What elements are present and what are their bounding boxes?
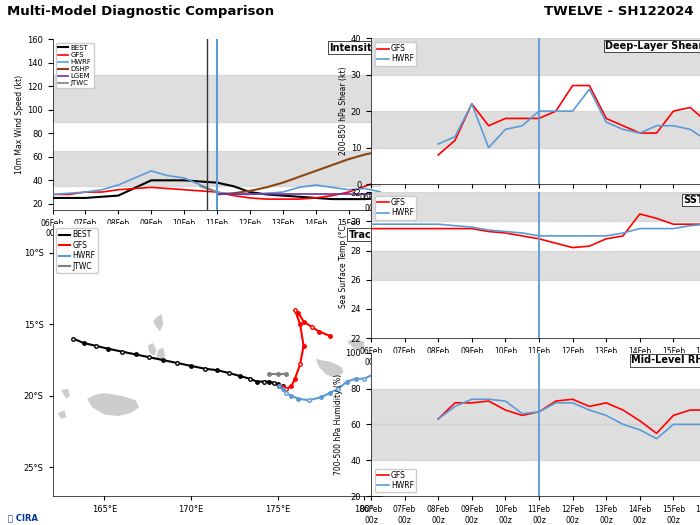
Text: Deep-Layer Shear: Deep-Layer Shear [606,41,700,51]
Y-axis label: 200-850 hPa Shear (kt): 200-850 hPa Shear (kt) [339,67,348,155]
Y-axis label: 10m Max Wind Speed (kt): 10m Max Wind Speed (kt) [15,75,24,174]
Text: SST: SST [683,195,700,205]
Polygon shape [347,339,364,350]
Polygon shape [153,314,163,331]
Text: Ⓜ CIRA: Ⓜ CIRA [8,513,38,522]
Polygon shape [316,359,344,377]
Bar [52,75,382,122]
Y-axis label: Sea Surface Temp (°C): Sea Surface Temp (°C) [339,222,348,308]
Text: Mid-Level RH: Mid-Level RH [631,355,700,365]
Legend: BEST, GFS, HWRF, JTWC: BEST, GFS, HWRF, JTWC [56,228,98,273]
Polygon shape [156,347,165,362]
Legend: GFS, HWRF: GFS, HWRF [374,42,416,66]
Bar [371,250,700,280]
Legend: GFS, HWRF: GFS, HWRF [374,196,416,219]
Bar [371,38,700,75]
Bar [52,151,382,186]
Text: Multi-Model Diagnostic Comparison: Multi-Model Diagnostic Comparison [7,5,274,18]
Bar [371,388,700,424]
Bar [371,192,700,221]
Polygon shape [57,410,66,419]
Text: TWELVE - SH122024: TWELVE - SH122024 [543,5,693,18]
Text: Track: Track [349,229,378,239]
Bar [371,424,700,460]
Legend: BEST, GFS, HWRF, DSHP, LGEM, JTWC: BEST, GFS, HWRF, DSHP, LGEM, JTWC [56,43,94,88]
Legend: GFS, HWRF: GFS, HWRF [374,469,416,492]
Polygon shape [87,393,139,416]
Polygon shape [61,389,70,399]
Text: Intensity: Intensity [329,43,378,53]
Bar [371,111,700,148]
Y-axis label: 700-500 hPa Humidity (%): 700-500 hPa Humidity (%) [334,374,343,475]
Polygon shape [148,343,156,356]
